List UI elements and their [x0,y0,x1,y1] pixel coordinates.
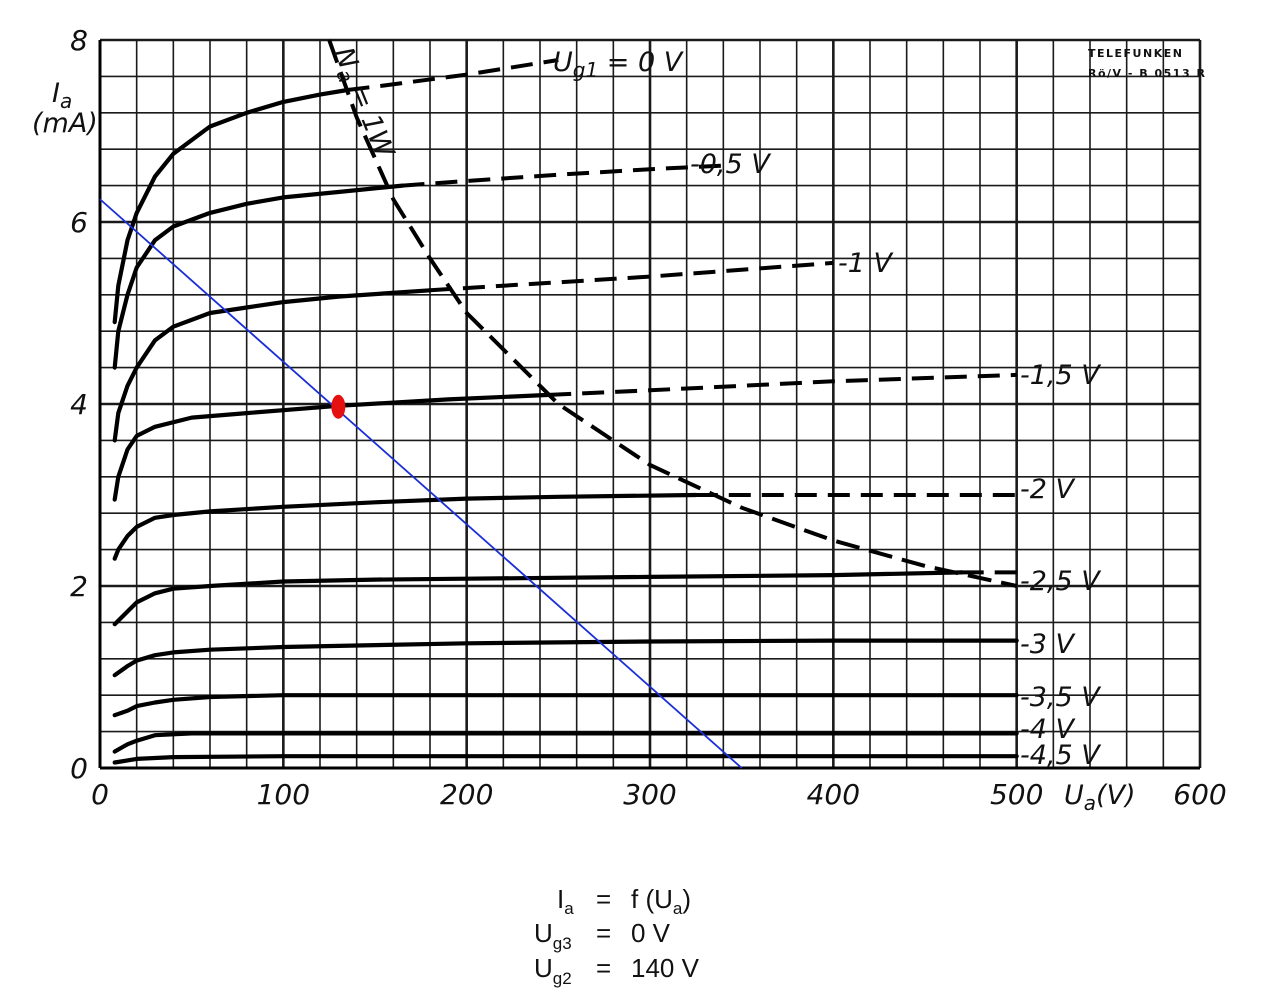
power-limit-label: Na = 1W [324,43,400,165]
chart-grid [98,38,1202,770]
formula-2-eq: = [596,918,611,948]
formula-1-lhs: I [557,884,564,914]
curve-label-symbol: U [553,47,573,78]
formula-line-3: Ug2 = 140 V [534,953,700,988]
curve-label: Ug1 = 0 V [553,47,685,82]
formula-3-rhs: 140 V [631,953,700,983]
x-tick-label: 200 [440,778,493,811]
characteristic-curve [112,693,1019,718]
y-axis-title-sub: a [60,89,72,113]
y-tick-label: 8 [70,24,88,57]
curve-label: -4 V [1020,714,1077,745]
characteristic-curve [112,392,552,502]
maker-code: Rö/V - B 0513 R [1088,67,1206,80]
formula-1-rhs-sub: a [673,899,683,918]
y-tick-label: 6 [70,206,88,239]
x-tick-label: 500 [990,778,1043,811]
chart-curves [99,39,1019,769]
x-tick-label: 600 [1173,778,1226,811]
characteristic-curve-extension [402,163,724,188]
curve-label: -1 V [838,248,895,279]
characteristic-curve [112,754,1019,765]
characteristic-curve [112,87,350,325]
characteristic-curve-extension [347,58,559,92]
x-tick-label: 0 [91,778,109,811]
y-axis-unit: (mA) [32,108,98,139]
curve-label: -4,5 V [1020,740,1102,771]
load-line [99,198,743,769]
y-axis-title: Ia [52,78,72,113]
curve-label: -1,5 V [1020,360,1102,391]
formula-2-lhs-sub: g3 [553,934,572,953]
x-tick-label: 400 [807,778,860,811]
characteristic-curve-extension [549,372,1017,397]
curve-label-sub: g1 [573,58,598,82]
chart-labels: Ug1 = 0 V -0,5 V -1 V -1,5 V -2 V -2,5 V -3 V -… [324,43,1103,771]
x-axis-unit: (V) [1096,780,1136,811]
characteristic-curve [112,638,1019,678]
curve-label: -2,5 V [1020,566,1102,597]
formula-line-1: Ia = f (Ua) [557,884,691,918]
characteristic-curve [112,731,1019,754]
y-tick-label: 2 [70,570,88,603]
formula-1-lhs-sub: a [564,899,574,918]
formula-3-eq: = [596,953,611,983]
y-tick-label: 4 [70,388,88,421]
characteristic-curve [112,183,405,370]
formula-1-eq: = [596,884,611,914]
characteristic-curve [112,288,433,443]
characteristic-curve-extension [429,260,834,293]
y-axis-title-symbol: I [52,78,60,109]
characteristic-curve [112,492,698,561]
x-tick-label: 100 [257,778,310,811]
x-axis-title-sub: a [1084,791,1096,815]
curve-label-rest: = 0 V [598,47,685,78]
x-tick-label: 300 [623,778,676,811]
formula-2-rhs: 0 V [631,918,671,948]
characteristic-curve [112,570,964,627]
maker-name: TELEFUNKEN [1088,47,1183,60]
x-axis-title-symbol: U [1064,780,1084,811]
formula-3-lhs-sub: g2 [553,969,572,988]
operating-point-marker [331,394,346,419]
formula-1-rhs-end: ) [682,884,691,914]
curve-label: -2 V [1020,474,1077,505]
curve-label: -0,5 V [690,149,772,180]
formula-block: Ia = f (Ua) Ug3 = 0 V Ug2 = 140 V [534,884,700,988]
curve-label: -3,5 V [1020,682,1102,713]
formula-3-lhs: U [534,953,553,983]
formula-line-2: Ug3 = 0 V [534,918,671,953]
power-limit-curve [327,39,1018,588]
y-tick-label: 0 [70,752,88,785]
curve-label: -3 V [1020,629,1077,660]
maker-box: TELEFUNKEN Rö/V - B 0513 R [1088,47,1206,80]
x-axis-title: Ua(V) [1064,780,1136,815]
formula-1-rhs: f (U [631,884,673,914]
formula-2-lhs: U [534,918,553,948]
